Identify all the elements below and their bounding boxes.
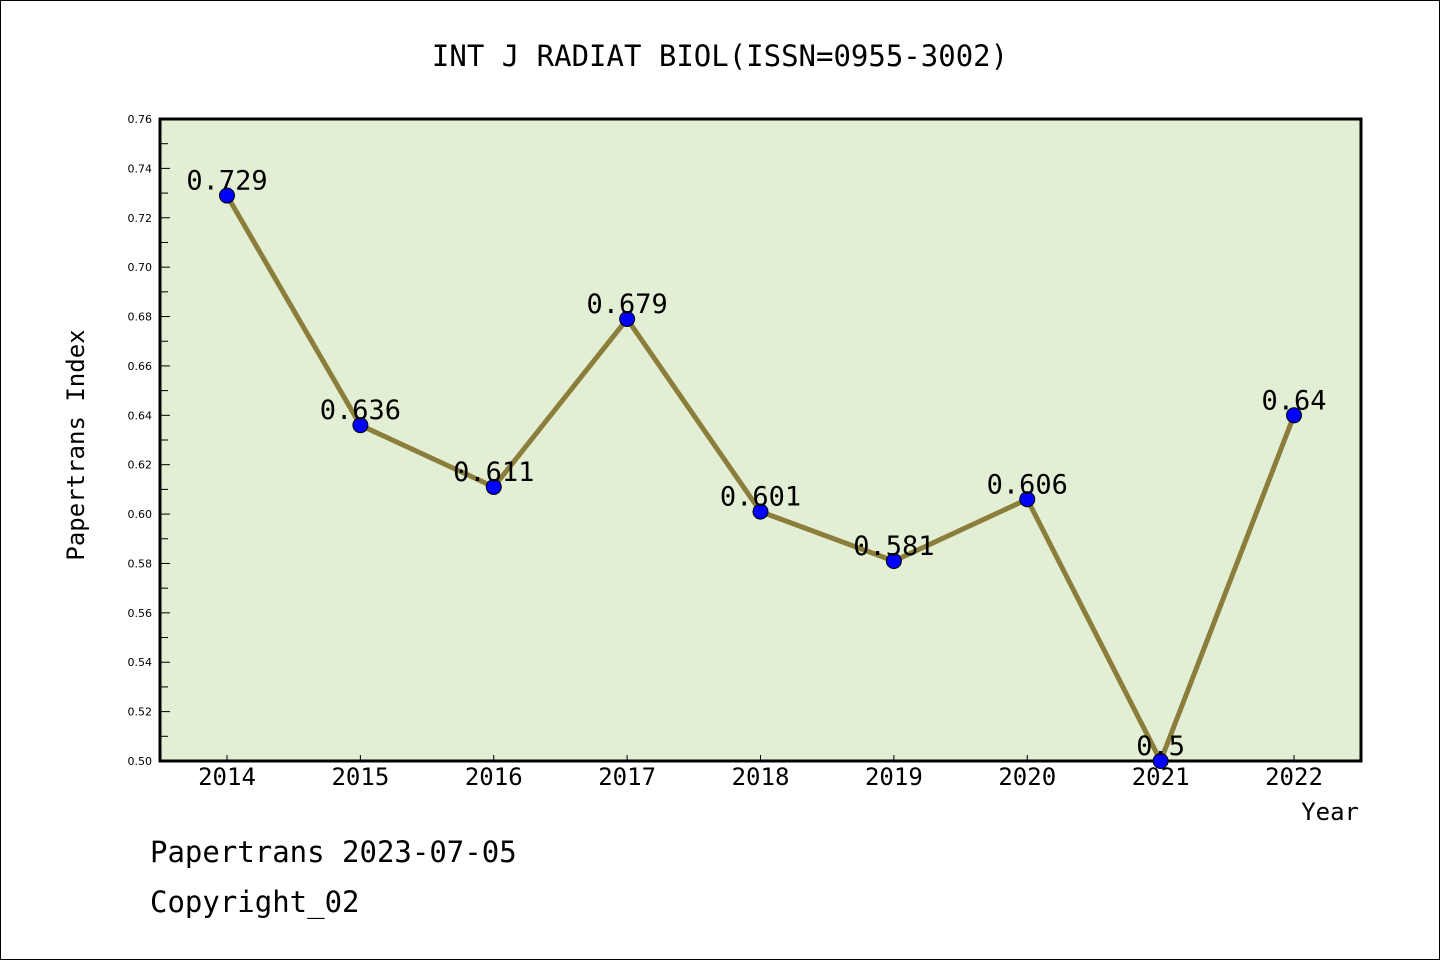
y-tick-label: 0.52: [128, 706, 153, 719]
data-label: 0.679: [586, 289, 667, 320]
x-tick-label: 2014: [198, 763, 256, 791]
y-tick-label: 0.58: [128, 557, 153, 570]
data-point: [752, 503, 769, 520]
x-tick-label: 2015: [331, 763, 389, 791]
data-point: [485, 478, 502, 495]
x-tick-label: 2020: [998, 763, 1056, 791]
x-tick-label: 2017: [598, 763, 656, 791]
y-tick-label: 0.50: [128, 755, 153, 768]
data-point: [352, 417, 369, 434]
data-label: 0.64: [1261, 385, 1326, 416]
y-tick-label: 0.54: [128, 656, 153, 669]
x-tick-label: 2022: [1265, 763, 1323, 791]
y-tick-label: 0.70: [128, 261, 153, 274]
plot-border: [158, 117, 1363, 763]
data-point: [885, 552, 902, 569]
data-point: [1286, 407, 1302, 424]
x-axis-label: Year: [1301, 798, 1359, 826]
x-tick-label: 2018: [732, 763, 790, 791]
data-point: [219, 187, 235, 204]
chart-title: INT J RADIAT BIOL(ISSN=0955-3002): [432, 39, 1008, 73]
data-label: 0.636: [320, 395, 401, 426]
y-tick-label: 0.74: [128, 162, 153, 175]
y-tick-label: 0.68: [128, 311, 153, 324]
y-axis-label: Papertrans Index: [62, 329, 90, 560]
data-point: [1019, 491, 1036, 508]
x-tick-label: 2019: [865, 763, 923, 791]
data-label: 0.601: [720, 482, 801, 513]
x-tick-label: 2016: [465, 763, 523, 791]
data-label: 0.729: [186, 166, 267, 197]
y-tick-label: 0.72: [128, 212, 153, 225]
data-point: [1152, 753, 1169, 769]
data-label: 0.611: [453, 457, 534, 488]
data-label: 0.5: [1136, 731, 1185, 762]
y-tick-label: 0.60: [128, 508, 153, 521]
data-point: [619, 311, 636, 328]
plot-background: [160, 119, 1361, 761]
y-tick-label: 0.62: [128, 459, 153, 472]
footer-date: Papertrans 2023-07-05: [150, 835, 517, 869]
data-label: 0.606: [987, 469, 1068, 500]
y-tick-label: 0.56: [128, 607, 153, 620]
y-tick-label: 0.66: [128, 360, 153, 373]
data-label: 0.581: [853, 531, 934, 562]
y-tick-label: 0.76: [128, 113, 153, 126]
footer-copyright: Copyright_02: [150, 885, 360, 919]
y-tick-label: 0.64: [128, 409, 153, 422]
